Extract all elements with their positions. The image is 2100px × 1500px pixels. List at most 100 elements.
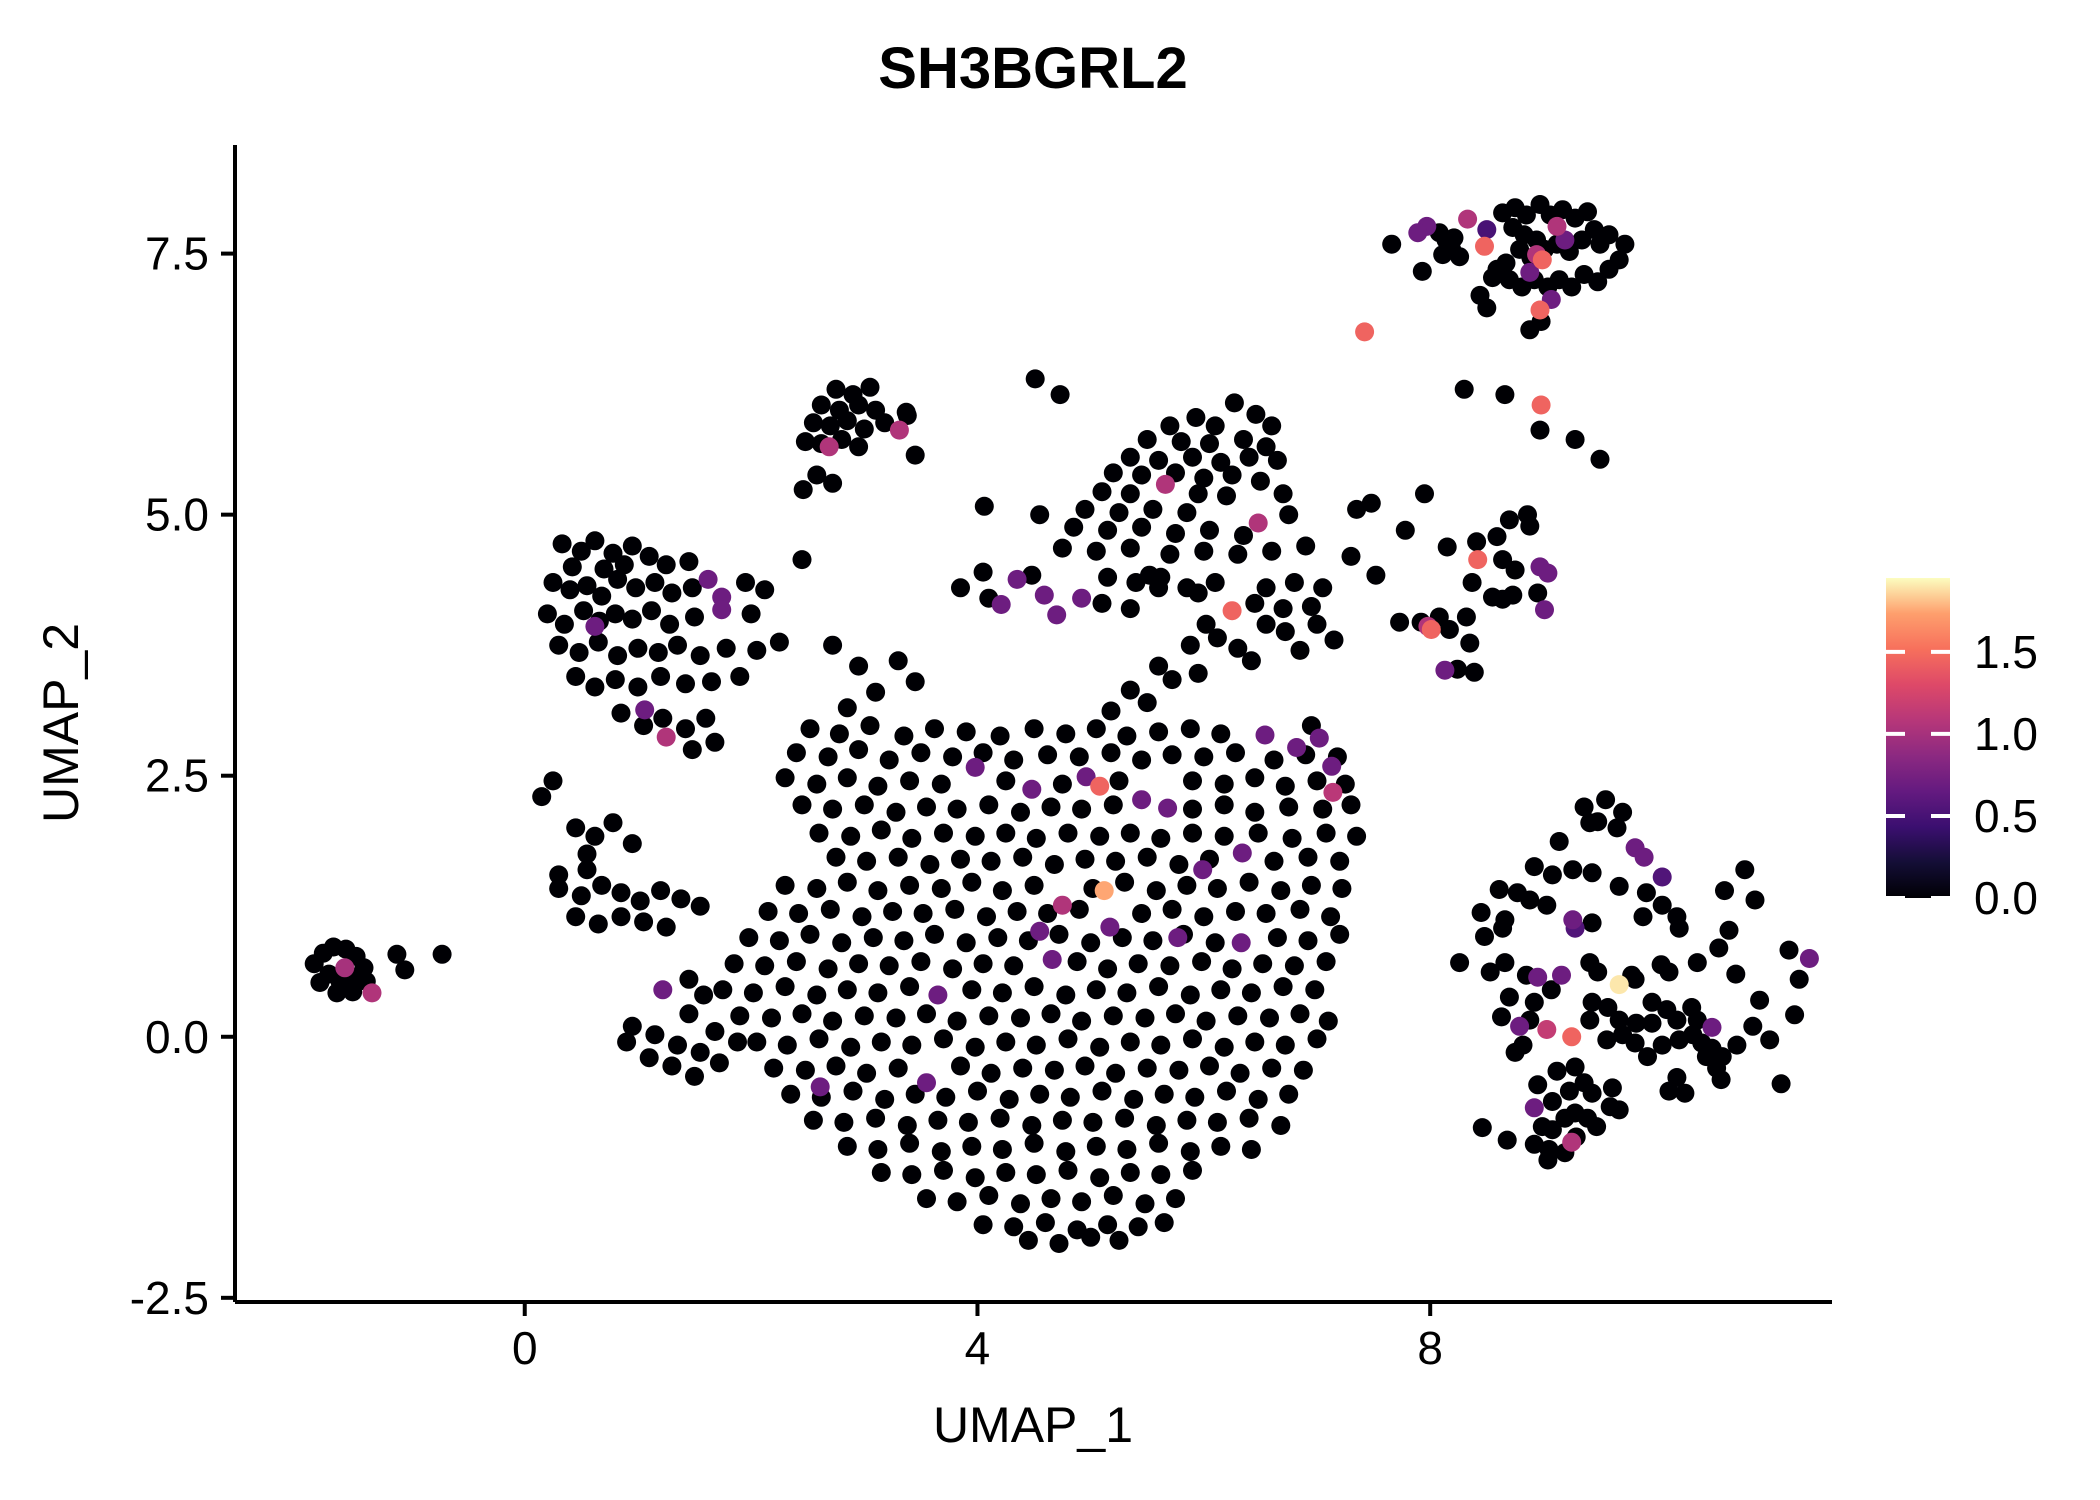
data-point [1324,630,1344,650]
data-point [1652,867,1672,887]
data-point [951,1056,970,1076]
data-point [1151,1165,1171,1185]
data-point [1026,828,1046,848]
data-point [871,820,891,840]
data-point [826,379,846,399]
data-point [642,601,661,621]
data-point [1497,1130,1517,1150]
data-point [1492,1007,1511,1027]
data-point [648,643,668,662]
data-point [1098,567,1118,587]
data-point [694,985,714,1005]
data-point [705,1022,725,1041]
data-point [1069,747,1089,767]
data-point [792,795,812,815]
data-point [1124,1089,1144,1109]
data-point [1098,520,1118,540]
data-point [1158,798,1178,818]
data-point [775,977,795,997]
colorbar-tick-label: 1.5 [1974,626,2038,678]
data-point [962,1136,982,1156]
data-point [1239,1108,1259,1128]
data-point [1044,1060,1064,1080]
data-point [577,860,597,880]
data-point [1224,393,1244,413]
data-point [1262,1058,1282,1078]
data-point [1264,851,1284,871]
data-point [951,578,970,598]
data-point [622,536,642,556]
data-point [871,1163,891,1182]
data-point [1687,953,1707,973]
data-point [793,480,813,500]
data-point [1542,1092,1562,1111]
y-tick-label: 5.0 [145,489,209,541]
data-point [1183,1029,1202,1049]
data-point [962,872,982,892]
data-point [1137,430,1157,449]
data-point [1109,503,1129,523]
data-point [1226,743,1245,763]
data-point [1520,890,1540,910]
data-point [1582,913,1602,933]
data-point [1495,385,1515,405]
data-point [1456,607,1476,627]
data-point [956,933,976,953]
data-point [1264,750,1284,770]
data-point [843,1081,863,1101]
data-point [973,954,993,974]
data-point [747,1032,767,1052]
data-point [911,952,931,972]
data-point [809,823,829,843]
data-point [1520,516,1540,536]
data-point [1669,918,1689,938]
data-point [888,1058,908,1078]
data-point [656,917,676,937]
data-point [888,847,908,867]
data-point [943,747,963,767]
data-point [611,703,631,723]
data-point [863,928,883,948]
colorbar-legend: 1.5 1.0 0.5 0.0 [1886,578,2038,924]
y-axis-title: UMAP_2 [33,623,89,823]
data-point [1081,933,1101,953]
data-point [603,813,623,833]
data-point [1597,1030,1617,1050]
data-point [1256,578,1276,598]
data-point [1642,1013,1662,1033]
data-point [823,473,843,493]
data-point [834,1112,854,1132]
data-point [1341,795,1361,815]
data-point [1615,234,1635,254]
data-point [1022,1116,1042,1135]
data-point [781,1084,801,1104]
data-point [1196,1011,1216,1031]
data-point [1709,938,1729,958]
data-point [1588,812,1608,832]
data-point [1120,680,1140,700]
data-point [1211,1136,1231,1156]
data-point [635,700,655,720]
data-point [1022,565,1042,585]
data-point [1132,790,1152,810]
data-point [1483,268,1502,288]
data-point [574,601,594,621]
data-point [739,928,759,948]
data-point [592,875,612,895]
data-point [818,959,838,979]
data-point [868,983,888,1003]
data-point [577,576,597,596]
data-point [1318,1011,1338,1031]
data-point [705,732,725,752]
data-point [931,774,951,794]
data-point [1493,550,1513,570]
data-point [1530,300,1550,320]
data-point [917,1073,936,1093]
x-axis-title: UMAP_1 [933,1397,1133,1453]
data-point [1538,563,1558,583]
data-point [690,646,710,666]
data-point [1435,660,1455,680]
data-point [1214,774,1234,794]
data-point [1321,907,1341,927]
data-point [871,1032,891,1052]
